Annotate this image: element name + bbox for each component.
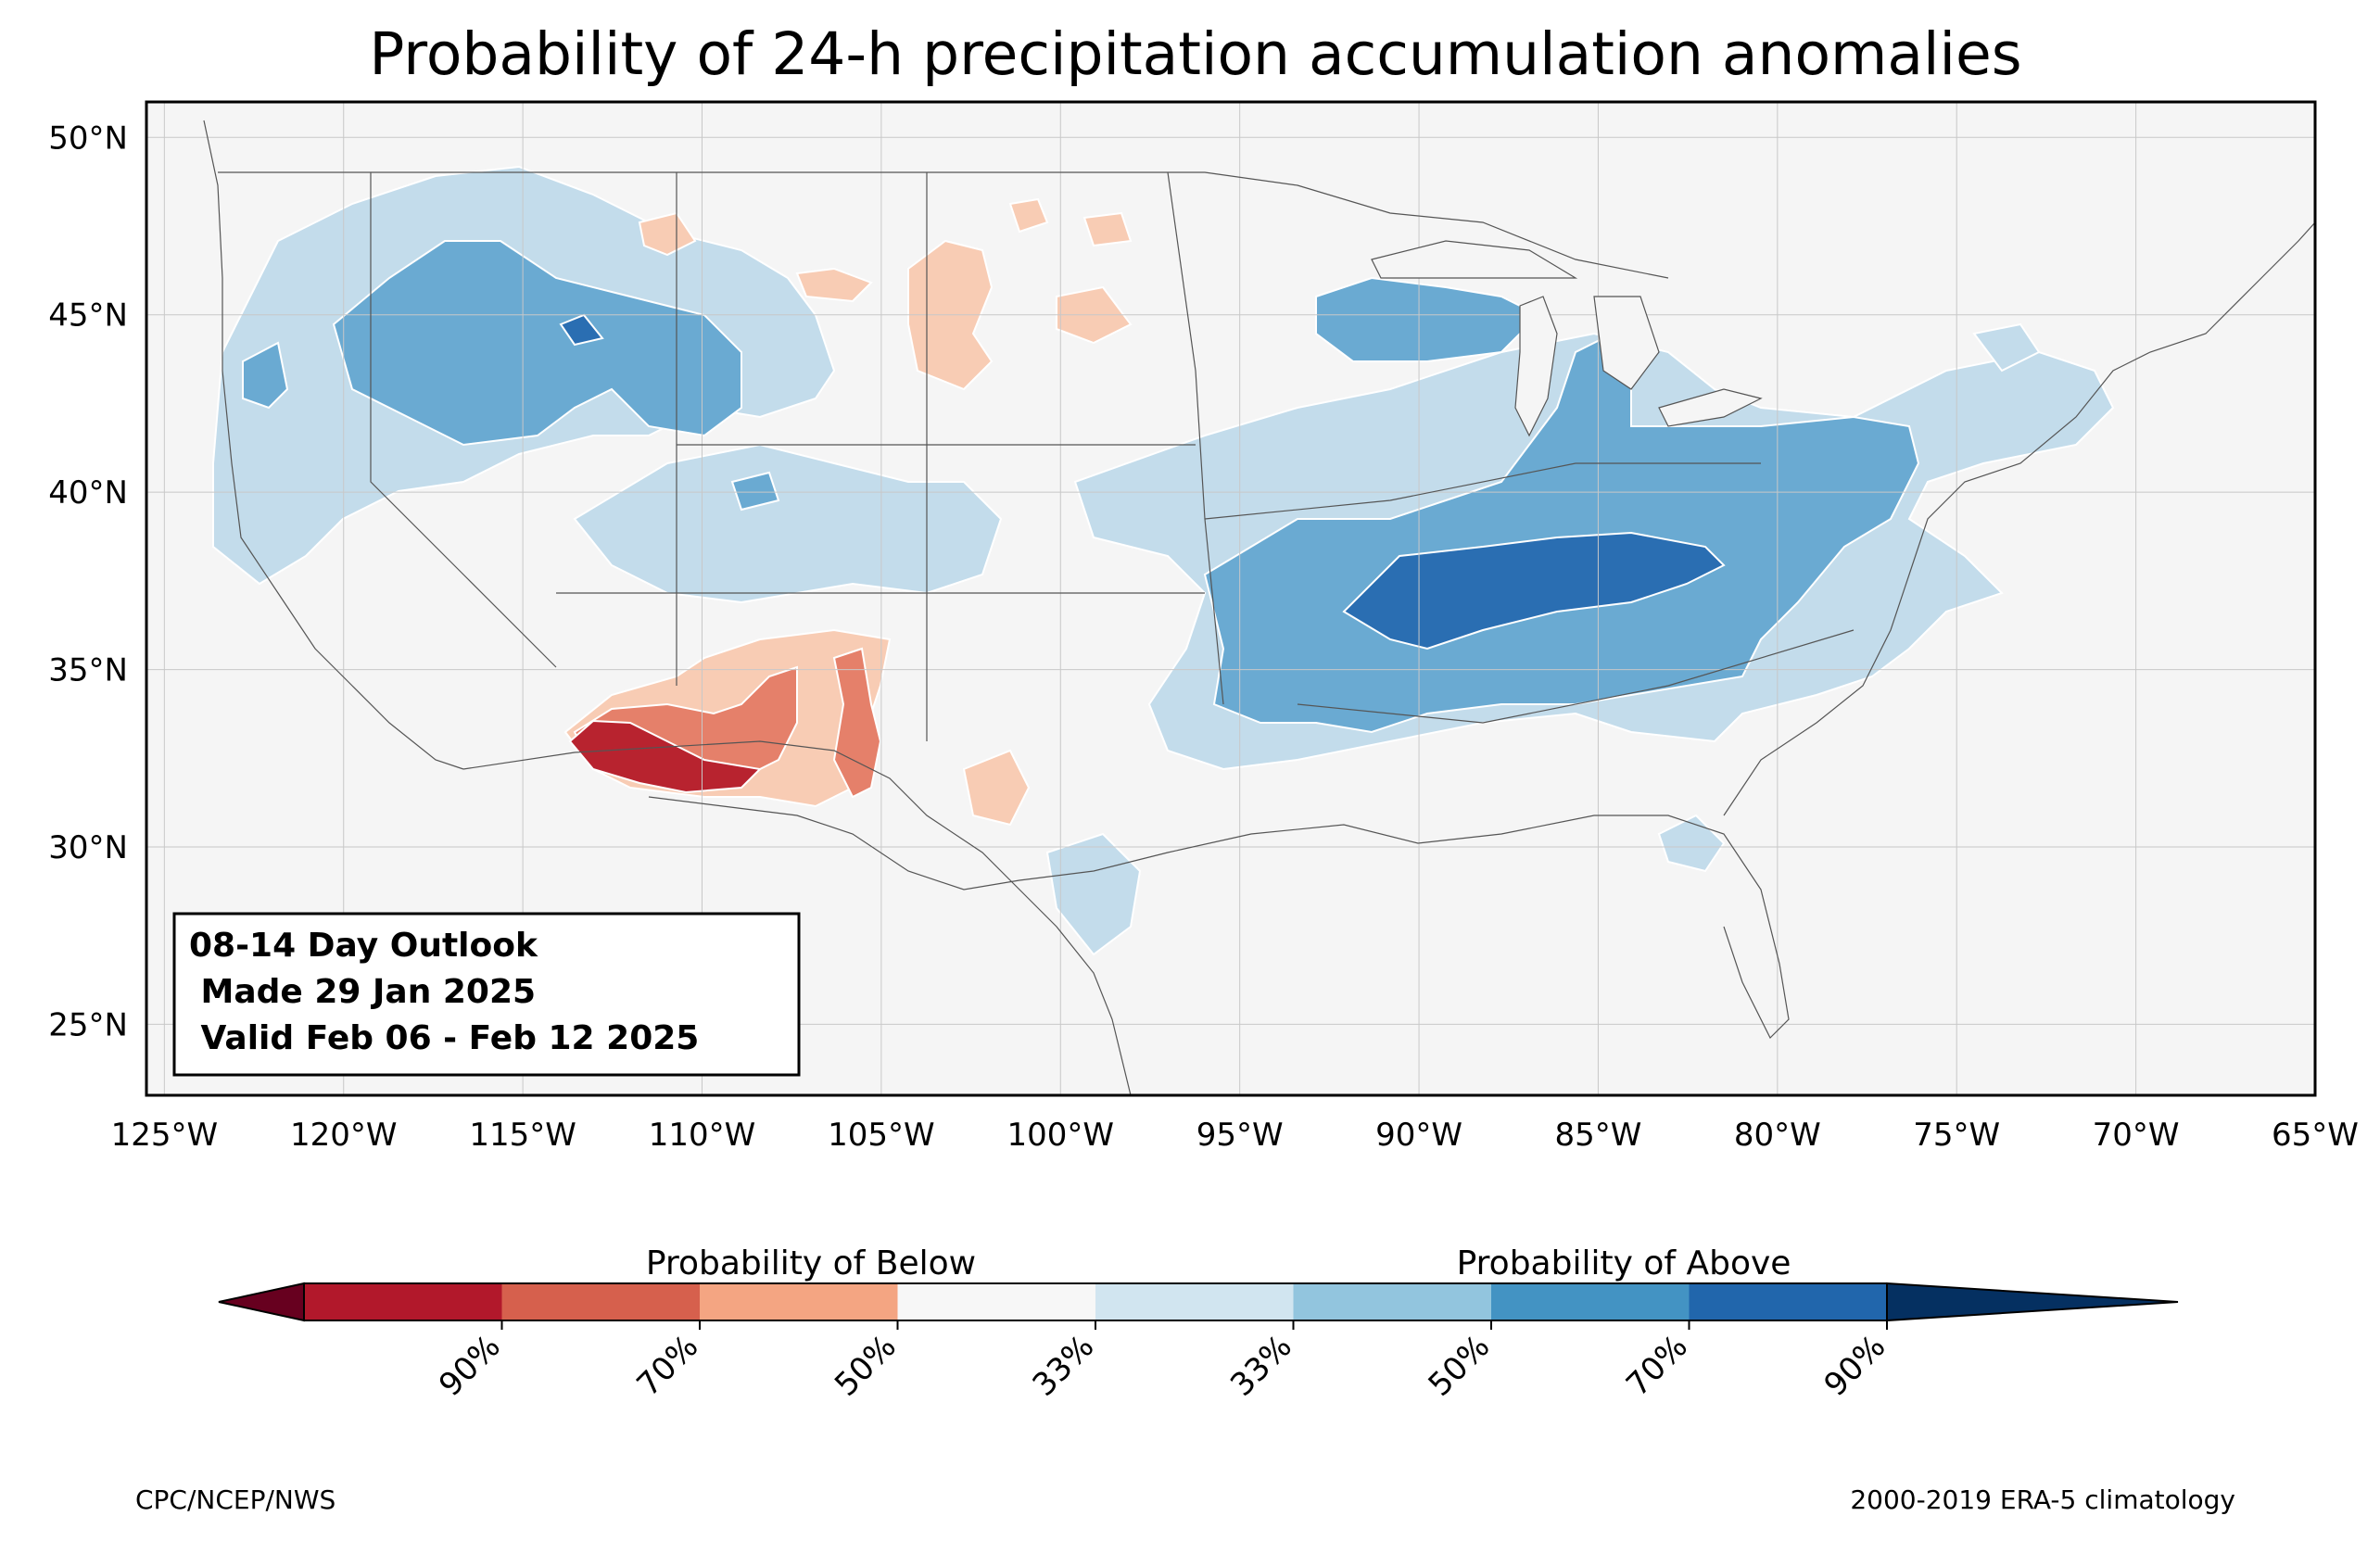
longitude-tick-label: 125°W [111, 1117, 219, 1154]
latitude-tick-label: 45°N [48, 297, 128, 335]
anomaly-region-idaho-below-33 [638, 211, 697, 257]
colorbar-tick-label: 33% [1223, 1328, 1299, 1404]
colorbar-swatch [501, 1283, 700, 1320]
longitude-tick-label: 80°W [1734, 1117, 1821, 1154]
map-frame [145, 100, 2317, 1097]
colorbar: Probability of Below Probability of Abov… [218, 1244, 2179, 1404]
credit-left: CPC/NCEP/NWS [135, 1484, 335, 1515]
lake-erie-shape [1658, 388, 1763, 427]
latitude-tick-label: 30°N [48, 829, 128, 866]
longitude-tick-label: 85°W [1555, 1117, 1642, 1154]
colorbar-swatch [700, 1283, 898, 1320]
outlook-line-3: Valid Feb 06 - Feb 12 2025 [189, 1019, 699, 1057]
anomaly-region-montana-above-50 [332, 240, 742, 447]
colorbar-tick-label: 33% [1026, 1328, 1102, 1404]
lake-michigan-shape [1514, 296, 1558, 437]
credit-right: 2000-2019 ERA-5 climatology [1850, 1484, 2235, 1515]
colorbar-swatch [304, 1283, 502, 1320]
colorbar-extend-high [1886, 1282, 2179, 1322]
great-lakes [1371, 240, 1763, 437]
colorbar-swatch [897, 1283, 1095, 1320]
colorbar-above-label: Probability of Above [1457, 1244, 1791, 1282]
anomaly-region-gulf-above-33 [1045, 832, 1142, 956]
interior-boundary-4 [1167, 171, 1224, 705]
colorbar-tick-label: 70% [630, 1328, 706, 1404]
gulf-coast-line [648, 796, 1790, 1040]
latitude-tick-labels: 50°N 45°N 40°N 35°N 30°N 25°N [48, 120, 128, 1043]
colorbar-tick-label: 50% [828, 1328, 904, 1404]
longitude-tick-label: 115°W [469, 1117, 576, 1154]
boundary-lines [203, 120, 2315, 1095]
anomaly-region-nevada-above-50 [242, 341, 289, 410]
anomaly-region-interior-above-33 [573, 443, 1003, 604]
colorbar-segments [218, 1282, 2179, 1322]
interior-boundary-7 [1204, 462, 1761, 520]
latitude-tick-label: 35°N [48, 652, 128, 689]
latitude-tick-label: 40°N [48, 474, 128, 512]
colorbar-tick-label: 90% [1817, 1328, 1893, 1404]
longitude-tick-label: 70°W [2093, 1117, 2180, 1154]
outlook-box-frame [172, 912, 801, 1077]
colorbar-swatch [1293, 1283, 1491, 1320]
west-coast-line [203, 120, 464, 770]
outlook-line-1: 08-14 Day Outlook [189, 927, 538, 965]
latitude-tick-label: 25°N [48, 1006, 128, 1043]
anomaly-region-nd-below-33 [1008, 197, 1049, 234]
anomaly-region-utah-above-50 [730, 471, 780, 512]
colorbar-tick-label: 50% [1422, 1328, 1498, 1404]
longitude-tick-labels: 125°W 120°W 115°W 110°W 105°W 100°W 95°W 90°W 85… [111, 1117, 2359, 1154]
above-70-regions [559, 313, 1726, 651]
anomaly-region-nm-below-50 [832, 647, 882, 799]
anomaly-region-montana-below-33 [795, 267, 873, 303]
longitude-tick-label: 110°W [649, 1117, 756, 1154]
lake-superior-shape [1371, 240, 1578, 279]
anomaly-region-southeast-above-33 [1657, 814, 1726, 873]
anomaly-region-arizona-below-70 [568, 719, 763, 794]
mexico-border-line [462, 740, 1132, 1095]
longitude-tick-label: 100°W [1007, 1117, 1115, 1154]
colorbar-extend-low [218, 1282, 305, 1322]
colorbar-below-label: Probability of Below [646, 1244, 976, 1282]
anomaly-region-wyoming-above-70 [559, 313, 604, 347]
east-coast-line [1723, 221, 2315, 816]
anomaly-region-tennessee-above-70 [1342, 531, 1726, 651]
outlook-box: 08-14 Day Outlook Made 29 Jan 2025 Valid… [172, 912, 801, 1077]
northern-border-line [218, 171, 1669, 279]
longitude-tick-label: 75°W [1913, 1117, 2000, 1154]
anomaly-region-newmexico-below-33 [962, 749, 1031, 827]
below-70-regions [568, 719, 763, 794]
colorbar-swatch [1689, 1283, 1887, 1320]
chart-title: Probability of 24-h precipitation accumu… [369, 20, 2021, 88]
anomaly-region-nd2-below-33 [1082, 211, 1133, 247]
longitude-tick-label: 90°W [1375, 1117, 1462, 1154]
lake-huron-shape [1593, 296, 1660, 390]
longitude-tick-label: 120°W [290, 1117, 398, 1154]
longitude-tick-label: 65°W [2272, 1117, 2359, 1154]
colorbar-tick-label: 70% [1619, 1328, 1695, 1404]
colorbar-swatch [1491, 1283, 1690, 1320]
outlook-line-2: Made 29 Jan 2025 [189, 973, 536, 1011]
map-gridlines [146, 102, 2315, 1095]
longitude-tick-label: 95°W [1196, 1117, 1284, 1154]
latitude-tick-label: 50°N [48, 120, 128, 157]
longitude-tick-label: 105°W [828, 1117, 935, 1154]
colorbar-tick-labels: 90% 70% 50% 33% 33% 50% 70% 90% [432, 1320, 1893, 1404]
interior-boundary-1 [370, 172, 557, 668]
interior-boundary-8 [1297, 629, 1855, 724]
colorbar-swatch [1095, 1283, 1294, 1320]
anomaly-region-northeast-above-33 [1972, 322, 2041, 373]
colorbar-tick-label: 90% [432, 1328, 508, 1404]
